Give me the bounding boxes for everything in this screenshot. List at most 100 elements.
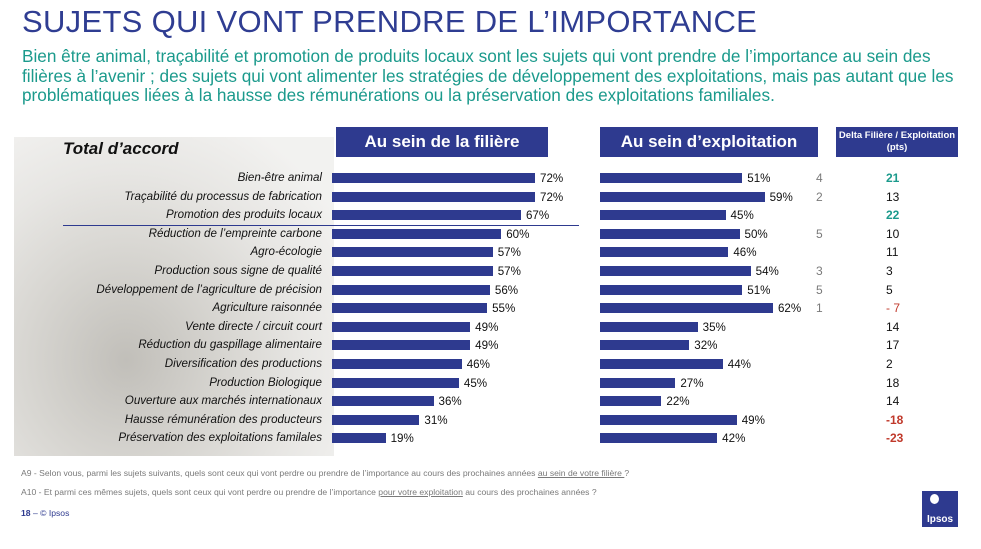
bar-filiere (332, 396, 434, 407)
value-label-filiere: 60% (506, 227, 530, 241)
bar-filiere (332, 284, 490, 295)
rank-marker: 2 (816, 189, 823, 204)
delta-value: 3 (886, 264, 893, 278)
bar-exploitation (600, 247, 729, 258)
bar-exploitation (600, 191, 765, 202)
value-label-filiere: 57% (497, 265, 521, 278)
value-label-exploitation: 51% (747, 283, 771, 297)
rank-marker: 5 (816, 226, 823, 241)
bar-exploitation (600, 340, 690, 351)
bar-exploitation (600, 210, 726, 221)
value-label-exploitation: 45% (730, 209, 754, 223)
value-label-filiere: 49% (475, 320, 499, 334)
copyright: © Ipsos (40, 508, 70, 518)
bar-filiere (332, 210, 521, 221)
delta-value: 18 (886, 375, 900, 390)
bar-exploitation (600, 303, 773, 314)
header-filiere: Au sein de la filière (336, 127, 548, 157)
value-label-filiere: 36% (438, 395, 462, 409)
total-label: Total d’accord (63, 139, 179, 158)
value-label-filiere: 67% (525, 209, 550, 223)
value-label-exploitation: 44% (727, 358, 751, 371)
rank-marker: 4 (816, 171, 823, 185)
page-number: 18 (21, 508, 31, 518)
value-label-exploitation: 27% (680, 376, 704, 390)
category-label: Ouverture aux marchés internationaux (124, 394, 322, 408)
value-label-filiere: 56% (494, 283, 519, 297)
bar-filiere (332, 303, 488, 314)
category-label: Agro-écologie (250, 245, 322, 259)
category-label: Hausse rémunération des producteurs (124, 412, 322, 426)
bar-exploitation (600, 414, 737, 425)
background-photo (14, 137, 334, 456)
value-label-filiere: 72% (540, 172, 564, 185)
value-label-exploitation: 51% (747, 172, 771, 185)
value-label-exploitation: 35% (702, 320, 726, 334)
divider-line (63, 225, 579, 226)
delta-value: 21 (886, 171, 900, 185)
bar-exploitation (600, 396, 662, 407)
delta-value: -18 (886, 412, 904, 427)
category-label: Réduction de l’empreinte carbone (148, 226, 322, 240)
value-label-exploitation: 46% (733, 246, 757, 260)
category-label: Bien-être animal (237, 171, 322, 184)
bar-filiere (332, 359, 462, 369)
bar-filiere (332, 173, 536, 183)
page-title: SUJETS QUI VONT PRENDRE DE L’IMPORTANCE (22, 4, 758, 39)
category-label: Réduction du gaspillage alimentaire (138, 338, 322, 352)
category-label: Traçabilité du processus de fabrication (124, 189, 322, 203)
delta-value: 10 (886, 226, 900, 241)
bar-exploitation (600, 228, 740, 239)
question-a10: A10 - Et parmi ces mêmes sujets, quels s… (21, 487, 597, 497)
rank-marker: 5 (816, 282, 823, 297)
bar-exploitation (600, 377, 676, 388)
category-label: Production Biologique (209, 375, 322, 389)
bar-filiere (332, 340, 471, 351)
value-label-filiere: 19% (390, 432, 414, 446)
value-label-filiere: 57% (497, 246, 521, 260)
value-label-exploitation: 54% (755, 265, 779, 278)
category-label: Agriculture raisonnée (212, 301, 322, 315)
value-label-filiere: 45% (463, 376, 488, 390)
rank-marker: 3 (816, 264, 823, 278)
category-label: Promotion des produits locaux (166, 208, 322, 222)
value-label-filiere: 72% (540, 190, 564, 204)
category-label: Production sous signe de qualité (154, 264, 322, 277)
value-label-exploitation: 22% (666, 395, 690, 409)
bar-filiere (332, 433, 386, 444)
footer: 18 – © Ipsos (21, 508, 70, 518)
delta-value: 13 (886, 189, 900, 204)
value-label-exploitation: 42% (722, 432, 746, 446)
bar-exploitation (600, 433, 718, 444)
bar-filiere (332, 247, 493, 258)
bar-exploitation (600, 284, 743, 295)
category-label: Vente directe / circuit court (185, 319, 322, 333)
bar-exploitation (600, 359, 723, 369)
delta-value: 22 (886, 208, 900, 223)
bar-exploitation (600, 266, 751, 276)
page-subtitle: Bien être animal, traçabilité et promoti… (22, 46, 954, 105)
rank-marker: 1 (816, 301, 823, 316)
bar-exploitation (600, 173, 743, 183)
delta-value: 2 (886, 357, 893, 371)
category-label: Préservation des exploitations familales (118, 431, 322, 445)
bar-filiere (332, 414, 420, 425)
logo-dot (930, 494, 939, 504)
category-label: Diversification des productions (164, 357, 322, 370)
value-label-exploitation: 59% (769, 190, 793, 204)
bar-exploitation (600, 321, 698, 332)
bar-filiere (332, 266, 493, 276)
ipsos-logo: Ipsos (922, 491, 958, 527)
value-label-filiere: 49% (475, 339, 499, 353)
value-label-filiere: 55% (492, 302, 516, 316)
delta-value: 17 (886, 338, 900, 353)
category-label: Développement de l’agriculture de précis… (96, 282, 322, 296)
delta-value: 11 (886, 245, 899, 260)
delta-value: 14 (886, 319, 900, 334)
question-a9: A9 - Selon vous, parmi les sujets suivan… (21, 468, 630, 478)
value-label-exploitation: 32% (694, 339, 718, 353)
header-delta: Delta Filière / Exploitation (pts) (836, 127, 958, 157)
delta-value: - 7 (886, 301, 901, 316)
header-exploitation: Au sein d’exploitation (600, 127, 818, 157)
bar-filiere (332, 191, 536, 202)
